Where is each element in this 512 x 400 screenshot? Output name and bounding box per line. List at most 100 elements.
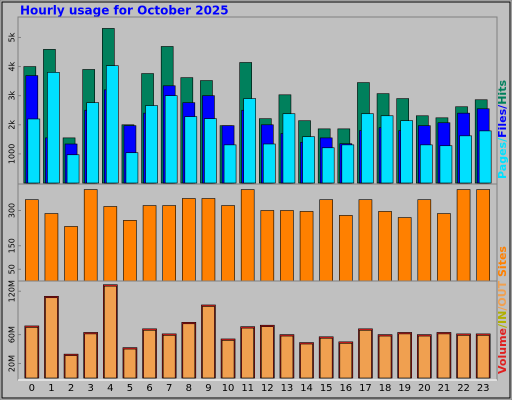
y-tick-label: 300 bbox=[8, 203, 17, 218]
bar bbox=[125, 152, 139, 184]
y-tick-label: 120M bbox=[8, 280, 17, 302]
bar bbox=[221, 205, 235, 282]
bar bbox=[64, 226, 78, 282]
x-tick-label: 4 bbox=[107, 383, 113, 394]
bar bbox=[221, 340, 235, 379]
bar bbox=[223, 144, 237, 184]
legend-text: / bbox=[496, 306, 509, 311]
bar bbox=[106, 65, 119, 184]
bar bbox=[321, 147, 335, 184]
bar bbox=[201, 198, 216, 282]
x-tick-label: 17 bbox=[359, 383, 372, 394]
x-tick-label: 16 bbox=[339, 383, 352, 394]
bar bbox=[459, 135, 472, 184]
bar bbox=[202, 306, 215, 379]
panel bbox=[17, 183, 498, 284]
bar bbox=[143, 329, 156, 379]
bar bbox=[418, 335, 431, 379]
bar bbox=[86, 102, 99, 184]
x-tick-label: 19 bbox=[398, 383, 411, 394]
legend: Sites bbox=[496, 246, 509, 277]
x-tick-label: 23 bbox=[477, 383, 490, 394]
legend-text: Volume bbox=[496, 328, 509, 374]
bar bbox=[240, 189, 255, 282]
bar bbox=[25, 327, 39, 379]
legend-text: Files bbox=[496, 108, 509, 138]
x-tick-label: 2 bbox=[68, 383, 74, 394]
y-tick-label: 2k bbox=[8, 120, 17, 130]
y-tick-label: 20M bbox=[8, 355, 17, 372]
legend: Pages/Files/Hits bbox=[496, 80, 509, 179]
bar bbox=[439, 145, 453, 184]
bar bbox=[182, 198, 196, 282]
bar bbox=[123, 220, 137, 282]
bar bbox=[398, 333, 411, 379]
bar bbox=[476, 335, 490, 379]
bar bbox=[204, 118, 217, 184]
bar bbox=[104, 285, 117, 379]
x-tick-label: 0 bbox=[29, 383, 35, 394]
x-tick-label: 9 bbox=[205, 383, 211, 394]
bar bbox=[359, 329, 372, 379]
bar bbox=[302, 136, 315, 184]
bar bbox=[378, 335, 392, 379]
bar bbox=[64, 355, 78, 379]
bar bbox=[397, 217, 412, 282]
bar bbox=[300, 343, 313, 379]
bar bbox=[261, 326, 274, 379]
legend: Volume/IN/OUT bbox=[496, 280, 509, 374]
bar bbox=[476, 189, 490, 282]
x-tick-label: 3 bbox=[88, 383, 94, 394]
bar bbox=[358, 199, 373, 282]
bar bbox=[25, 199, 39, 282]
x-tick-label: 21 bbox=[438, 383, 451, 394]
bar bbox=[103, 206, 118, 282]
y-tick-label: 50 bbox=[8, 264, 17, 274]
bar bbox=[142, 205, 157, 282]
bar bbox=[243, 98, 256, 184]
x-tick-label: 6 bbox=[146, 383, 152, 394]
bar bbox=[478, 130, 492, 184]
x-tick-label: 1 bbox=[48, 383, 54, 394]
bar bbox=[45, 297, 58, 379]
bar bbox=[162, 335, 176, 379]
bar bbox=[380, 115, 394, 184]
bar bbox=[280, 210, 294, 282]
x-tick-label: 14 bbox=[300, 383, 313, 394]
bar bbox=[400, 120, 413, 184]
bar bbox=[84, 333, 97, 379]
bar bbox=[241, 327, 254, 379]
bar bbox=[182, 323, 196, 379]
y-tick-label: 1000 bbox=[8, 144, 17, 164]
legend-text: Pages bbox=[496, 141, 509, 179]
y-tick-label: 5k bbox=[8, 32, 17, 42]
bar bbox=[162, 205, 176, 282]
bar bbox=[164, 95, 178, 184]
legend-text: Sites bbox=[496, 246, 509, 277]
y-tick-label: 3k bbox=[8, 90, 17, 100]
x-tick-label: 12 bbox=[261, 383, 274, 394]
bar bbox=[263, 143, 276, 184]
x-tick-label: 13 bbox=[281, 383, 294, 394]
legend-text: IN bbox=[496, 311, 509, 324]
bar bbox=[341, 144, 355, 184]
legend-text: / bbox=[496, 104, 509, 109]
bar bbox=[145, 105, 158, 184]
bar bbox=[457, 335, 470, 379]
bar bbox=[437, 333, 451, 379]
bar bbox=[319, 199, 333, 282]
legend-text: / bbox=[496, 137, 509, 142]
bar bbox=[299, 211, 314, 282]
bar bbox=[282, 113, 296, 184]
y-tick-label: 4k bbox=[8, 61, 17, 71]
x-tick-label: 8 bbox=[186, 383, 192, 394]
bar bbox=[319, 337, 333, 379]
bar bbox=[417, 199, 432, 282]
y-tick-label: 150 bbox=[8, 238, 17, 253]
bar bbox=[47, 72, 60, 184]
bar bbox=[27, 118, 41, 184]
bar bbox=[378, 211, 392, 282]
bar bbox=[184, 116, 198, 184]
